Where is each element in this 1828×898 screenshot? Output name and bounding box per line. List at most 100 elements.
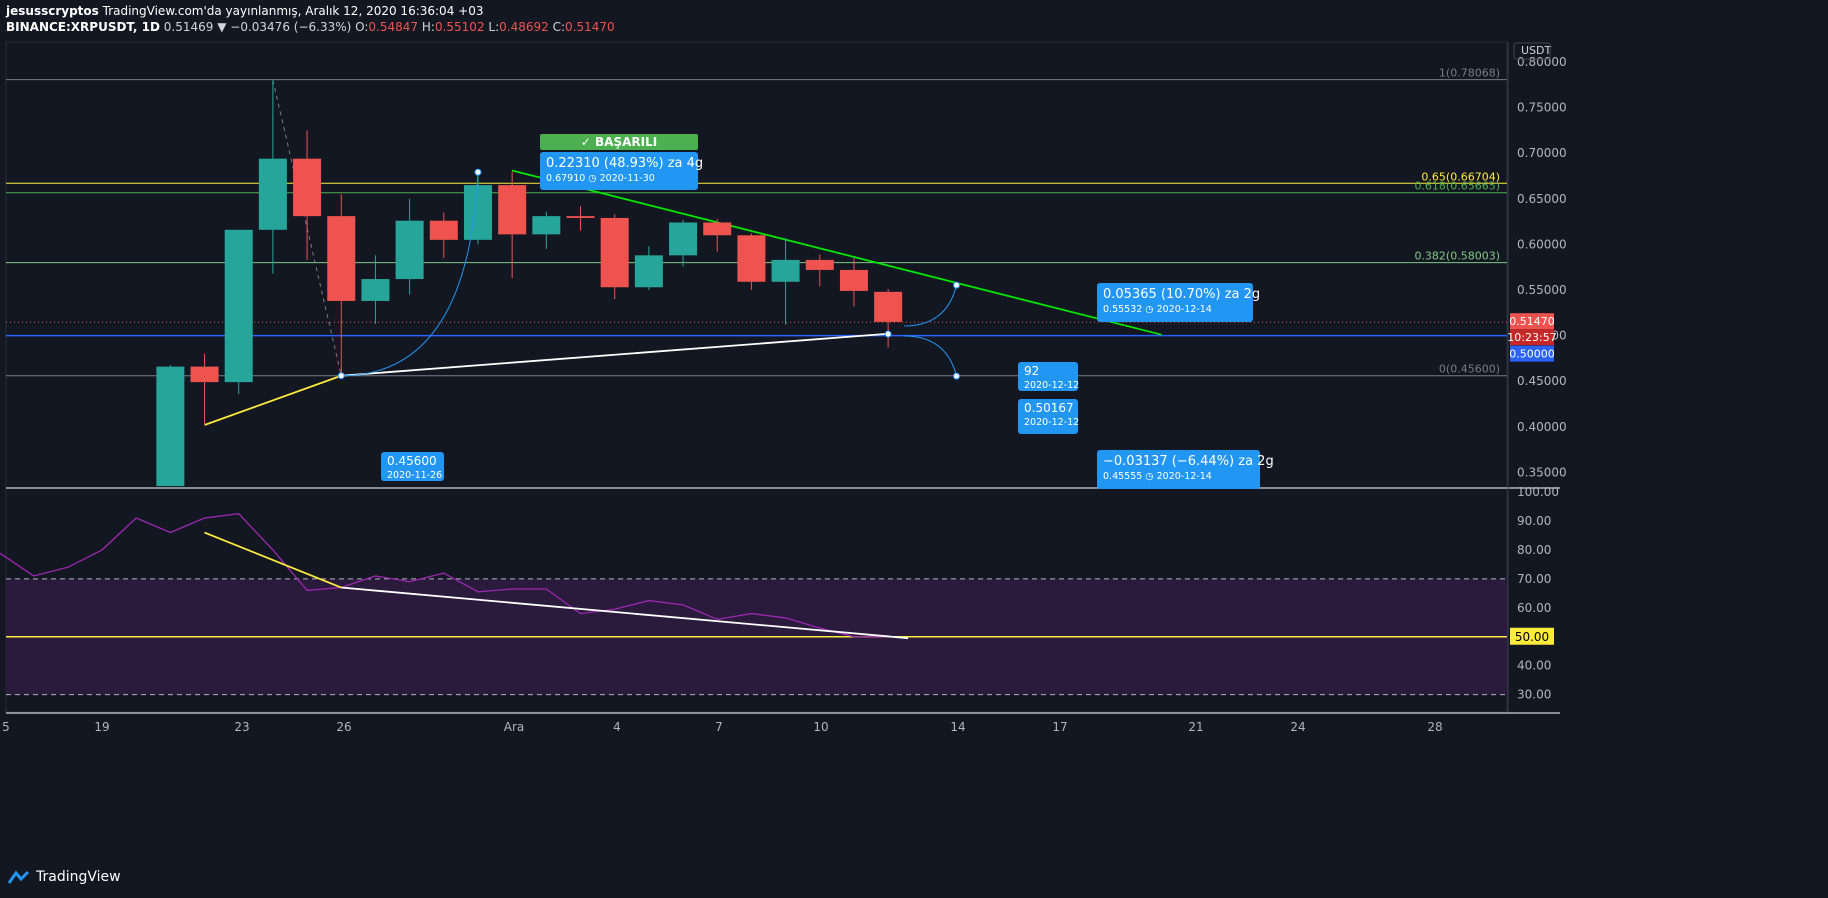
annotation-gain-2g[interactable]: 0.05365 (10.70%) za 2g 0.55532 ◷ 2020-12-… (1097, 283, 1260, 322)
level-price-badge-text: 0.50000 (1509, 348, 1555, 361)
publish-line: jesusscryptos TradingView.com'da yayınla… (6, 3, 615, 19)
rsi-level-badge-text: 50.00 (1515, 630, 1549, 644)
annotation-box (1018, 399, 1078, 434)
annotation-box (1018, 362, 1078, 391)
trendline-yellow-support[interactable] (204, 374, 342, 426)
annotation-title: 92 (1024, 364, 1039, 378)
time-tick-label: Ara (504, 720, 525, 734)
annotation-gain-4g[interactable]: 0.22310 (48.93%) za 4g 0.67910 ◷ 2020-11-… (540, 152, 703, 190)
candle-2020-12-03[interactable] (566, 206, 595, 231)
fib-level-label: 0.65(0.66704) (1421, 170, 1500, 183)
success-badge-bg (540, 134, 698, 150)
time-tick-label: 24 (1290, 720, 1305, 734)
annotation-title: 0.22310 (48.93%) za 4g (546, 156, 703, 171)
currency-box[interactable] (1513, 42, 1551, 60)
rsi-trendline-yellow[interactable] (204, 531, 342, 589)
high-label: H: (421, 20, 435, 34)
close-value: 0.51470 (565, 20, 615, 34)
tradingview-logo-icon (8, 870, 30, 884)
fib-level-label: 0.618(0.65665) (1414, 180, 1500, 193)
candle-body (429, 220, 458, 240)
projection-point[interactable] (952, 372, 960, 380)
time-tick-label: 14 (950, 720, 965, 734)
fib-level-label: 0.382(0.58003) (1414, 250, 1500, 263)
candle-body (703, 222, 732, 236)
annotation-loss-2g[interactable]: −0.03137 (−6.44%) za 2g 0.45555 ◷ 2020-12… (1097, 450, 1274, 489)
rsi-trendline-white[interactable] (341, 586, 909, 640)
candle-2020-12-08[interactable] (737, 233, 766, 290)
trendline-green-resistance[interactable] (511, 169, 1162, 336)
candle-body (805, 259, 834, 270)
projection-point[interactable] (884, 330, 892, 338)
candle-2020-12-12[interactable] (874, 289, 903, 348)
candle-2020-12-10[interactable] (805, 254, 834, 287)
candle-2020-11-21[interactable] (156, 364, 185, 487)
candle-2020-11-27[interactable] (361, 255, 390, 324)
candle-2020-11-28[interactable] (395, 198, 424, 295)
candle-2020-11-24[interactable] (258, 80, 287, 274)
candle-2020-11-25[interactable] (293, 130, 322, 260)
candle-body (839, 269, 868, 291)
candle-2020-12-02[interactable] (532, 211, 561, 249)
time-tick-label: 21 (1188, 720, 1203, 734)
price-tick-label: 0.35000 (1517, 465, 1567, 479)
time-tick-label: 26 (336, 720, 351, 734)
candle-body (498, 185, 527, 235)
candle-2020-12-11[interactable] (839, 258, 868, 307)
annotation-low-price[interactable]: 0.45600 2020-11-26 (381, 452, 444, 481)
candle-2020-12-07[interactable] (703, 218, 732, 252)
currency-label: USDT (1521, 44, 1552, 57)
price-tick-label: 0.55000 (1517, 283, 1567, 297)
high-value: 0.55102 (434, 20, 485, 34)
symbol-label: BINANCE:XRPUSDT, 1D (6, 20, 160, 34)
candle-2020-12-01[interactable] (498, 171, 527, 279)
annotation-support-price[interactable]: 0.50167 2020-12-12 (1018, 399, 1079, 434)
candle-2020-11-29[interactable] (429, 212, 458, 259)
candle-2020-12-05[interactable] (634, 246, 663, 290)
chart-header: jesusscryptos TradingView.com'da yayınla… (6, 3, 615, 35)
candle-body (600, 217, 629, 288)
author-name: jesusscryptos (6, 4, 99, 18)
last-price: 0.51469 (163, 20, 214, 34)
annotation-subtitle: 0.45555 ◷ 2020-12-14 (1103, 471, 1212, 482)
projection-point[interactable] (952, 281, 960, 289)
annotation-box (381, 452, 444, 481)
projection-curve-up (341, 172, 479, 377)
candle-2020-12-06[interactable] (669, 219, 698, 267)
success-badge-text: ✓ BAŞARILI (581, 135, 657, 149)
time-tick-label: 5 (2, 720, 10, 734)
low-value: 0.48692 (499, 20, 549, 34)
candle-body (532, 216, 561, 235)
plot-frame (5, 41, 1508, 713)
time-tick-label: 4 (613, 720, 621, 734)
trendline-white-support[interactable] (341, 332, 889, 377)
candle-2020-12-04[interactable] (600, 214, 629, 300)
annotation-subtitle: 0.67910 ◷ 2020-11-30 (546, 173, 655, 184)
price-tick-label: 0.75000 (1517, 101, 1567, 115)
candle-body (190, 366, 219, 383)
candle-2020-11-30[interactable] (463, 172, 492, 245)
candle-body (156, 366, 185, 487)
candle-body (395, 220, 424, 280)
time-tick-label: 28 (1427, 720, 1442, 734)
price-tick-label: 0.45000 (1517, 374, 1567, 388)
candle-2020-11-26[interactable] (327, 194, 356, 376)
candle-2020-11-22[interactable] (190, 353, 219, 425)
candle-body (566, 216, 595, 218)
projection-point[interactable] (474, 168, 482, 176)
projection-point[interactable] (337, 372, 345, 380)
projection-curve-target (904, 285, 957, 327)
low-label: L: (488, 20, 500, 34)
annotation-cut-label[interactable]: 92 2020-12-12 (1018, 362, 1079, 391)
candle-body (327, 216, 356, 301)
rsi-level-badge (1510, 627, 1554, 645)
annotation-subtitle: 0.55532 ◷ 2020-12-14 (1103, 304, 1212, 315)
tradingview-brand[interactable]: TradingView (8, 869, 121, 885)
annotation-title: 0.50167 (1024, 401, 1074, 415)
candle-2020-12-09[interactable] (771, 238, 800, 325)
candle-2020-11-23[interactable] (224, 229, 253, 394)
candle-body (634, 255, 663, 288)
rsi-line (0, 513, 889, 638)
rsi-tick-label: 90.00 (1517, 514, 1551, 528)
